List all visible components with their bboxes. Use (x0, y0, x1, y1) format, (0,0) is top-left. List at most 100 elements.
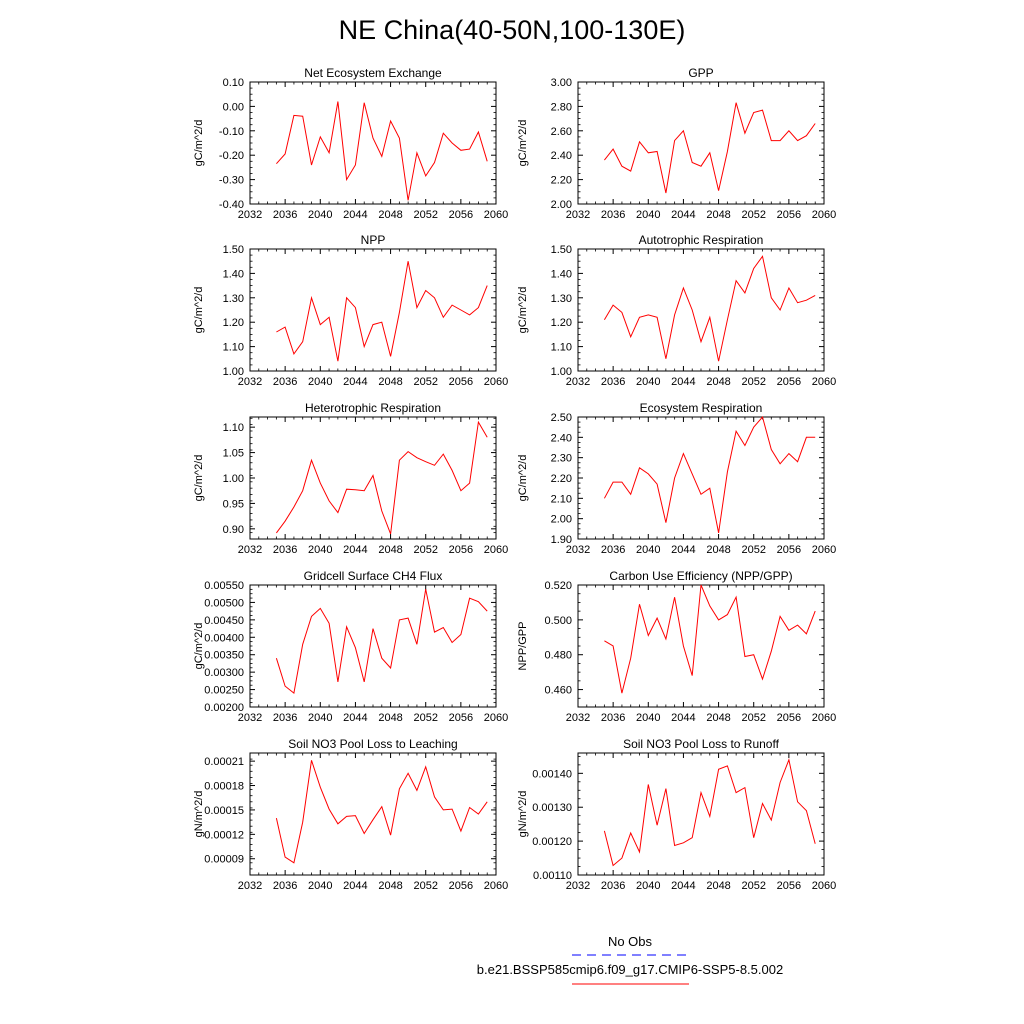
y-tick-label: 0.500 (544, 615, 572, 627)
y-tick-label: 0.00550 (204, 580, 244, 592)
y-axis-label: gC/m^2/d (193, 287, 205, 334)
x-tick-label: 2044 (671, 712, 695, 724)
series-line (603, 415, 816, 533)
x-tick-label: 2052 (413, 880, 437, 892)
x-tick-label: 2036 (273, 880, 297, 892)
y-tick-label: 0.00015 (204, 805, 244, 817)
y-tick-label: 1.50 (551, 244, 572, 256)
panel-title: Carbon Use Efficiency (NPP/GPP) (609, 569, 792, 583)
plot-frame (577, 416, 825, 540)
y-tick-label: 3.00 (551, 77, 572, 89)
x-tick-label: 2044 (343, 376, 367, 388)
x-tick-label: 2048 (706, 880, 730, 892)
y-tick-label: 1.00 (551, 366, 572, 378)
series-line (275, 589, 488, 695)
plot-frame (249, 416, 497, 540)
x-tick-label: 2056 (777, 544, 801, 556)
x-tick-label: 2036 (273, 376, 297, 388)
panel-title: Autotrophic Respiration (639, 233, 764, 247)
series-line (275, 420, 488, 535)
x-tick-label: 2052 (741, 544, 765, 556)
y-tick-label: 1.10 (223, 422, 244, 434)
y-tick-label: 2.20 (551, 473, 572, 485)
y-tick-label: 1.10 (551, 342, 572, 354)
x-tick-label: 2032 (566, 712, 590, 724)
y-tick-label: 0.00009 (204, 854, 244, 866)
chart-panel: Net Ecosystem Exchange 2032 2036 2040 2044 20… (193, 66, 508, 221)
y-tick-label: 0.00012 (204, 829, 244, 841)
x-tick-label: 2040 (636, 376, 660, 388)
x-tick-label: 2048 (378, 544, 402, 556)
x-tick-label: 2048 (378, 880, 402, 892)
x-tick-label: 2036 (601, 376, 625, 388)
x-tick-label: 2060 (812, 544, 836, 556)
x-tick-label: 2048 (706, 712, 730, 724)
y-tick-label: 0.00140 (532, 768, 572, 780)
y-axis-label: NPP/GPP (517, 622, 529, 671)
y-axis-label: gC/m^2/d (517, 287, 529, 334)
y-tick-label: 0.00250 (204, 685, 244, 697)
x-tick-label: 2032 (566, 544, 590, 556)
x-tick-label: 2044 (343, 880, 367, 892)
y-axis-label: gC/m^2/d (193, 120, 205, 167)
y-tick-label: 1.30 (551, 293, 572, 305)
x-tick-label: 2032 (566, 209, 590, 221)
panel-title: Soil NO3 Pool Loss to Runoff (623, 737, 780, 751)
x-tick-label: 2056 (777, 376, 801, 388)
x-tick-label: 2060 (812, 880, 836, 892)
y-tick-label: 0.00200 (204, 702, 244, 714)
y-tick-label: 1.30 (223, 293, 244, 305)
x-tick-label: 2040 (308, 712, 332, 724)
panel-title: Soil NO3 Pool Loss to Leaching (288, 737, 457, 751)
x-tick-label: 2032 (238, 880, 262, 892)
x-tick-label: 2048 (706, 209, 730, 221)
y-tick-label: 2.00 (551, 514, 572, 526)
y-tick-label: 0.00 (223, 101, 244, 113)
x-tick-label: 2060 (812, 712, 836, 724)
x-tick-label: 2036 (601, 209, 625, 221)
panel-title: Heterotrophic Respiration (305, 401, 441, 415)
x-tick-label: 2052 (741, 880, 765, 892)
y-tick-label: 0.00450 (204, 615, 244, 627)
y-tick-label: -0.40 (219, 199, 244, 211)
y-tick-label: 0.00130 (532, 802, 572, 814)
x-tick-label: 2032 (238, 376, 262, 388)
y-tick-label: 1.20 (223, 317, 244, 329)
x-tick-label: 2048 (706, 376, 730, 388)
x-tick-label: 2052 (741, 712, 765, 724)
chart-panel: Carbon Use Efficiency (NPP/GPP) 2032 2036 2… (517, 569, 836, 724)
legend: No Obs b.e21.BSSP585cmip6.f09_g17.CMIP6-… (477, 934, 783, 985)
chart-panel: Heterotrophic Respiration 2032 2036 2040 204… (193, 401, 508, 556)
y-tick-label: 2.30 (551, 453, 572, 465)
panel-title: GPP (688, 66, 713, 80)
x-tick-label: 2040 (308, 376, 332, 388)
x-tick-label: 2060 (484, 544, 508, 556)
chart-panel: GPP 2032 2036 2040 2044 2048 2052 2056 2060 2.00 2… (517, 66, 836, 221)
x-tick-label: 2044 (343, 209, 367, 221)
x-tick-label: 2052 (741, 376, 765, 388)
x-tick-label: 2060 (484, 880, 508, 892)
plot-frame (577, 81, 825, 205)
y-axis-label: gC/m^2/d (517, 120, 529, 167)
x-tick-label: 2032 (238, 544, 262, 556)
y-tick-label: 1.00 (223, 366, 244, 378)
x-tick-label: 2056 (449, 880, 473, 892)
y-tick-label: 0.00300 (204, 667, 244, 679)
series-line (276, 261, 488, 362)
y-tick-label: -0.20 (219, 150, 244, 162)
x-tick-label: 2056 (449, 209, 473, 221)
y-tick-label: 1.40 (223, 268, 244, 280)
x-tick-label: 2048 (378, 209, 402, 221)
y-tick-label: 2.20 (551, 175, 572, 187)
y-axis-label: gC/m^2/d (193, 455, 205, 502)
panel-title: NPP (361, 233, 386, 247)
y-tick-label: 0.00350 (204, 650, 244, 662)
panel-grid: Net Ecosystem Exchange 2032 2036 2040 2044 20… (193, 66, 836, 892)
x-tick-label: 2032 (238, 209, 262, 221)
series-line (276, 101, 488, 201)
x-tick-label: 2060 (812, 209, 836, 221)
y-tick-label: 1.05 (223, 448, 244, 460)
x-tick-label: 2056 (777, 880, 801, 892)
chart-panel: Gridcell Surface CH4 Flux 2032 2036 2040 204… (193, 569, 508, 724)
